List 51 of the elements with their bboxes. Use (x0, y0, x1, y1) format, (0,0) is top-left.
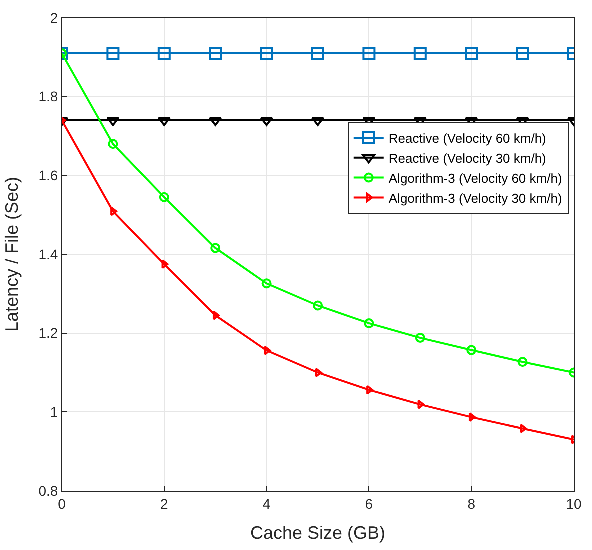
y-tick-label: 0.8 (38, 482, 58, 499)
point (162, 260, 169, 270)
point (315, 368, 322, 378)
x-tick-label: 4 (262, 496, 271, 512)
legend-label: Algorithm-3 (Velocity 60 km/h) (388, 170, 562, 186)
point (209, 117, 222, 126)
point (108, 139, 118, 150)
point (466, 345, 477, 356)
point (212, 310, 220, 320)
point (209, 46, 222, 60)
legend-label: Reactive (Velocity 60 km/h) (388, 131, 546, 146)
point (364, 318, 374, 328)
x-tick-label: 0 (58, 496, 66, 512)
y-tick-label: 1.4 (38, 246, 58, 262)
x-tick-label: 2 (160, 496, 168, 512)
point (520, 424, 528, 434)
x-tick-label: 6 (365, 496, 374, 512)
point (260, 46, 274, 60)
x-axis-title: Cache Size (GB) (250, 522, 386, 543)
point (210, 243, 221, 254)
point (518, 357, 528, 368)
point (158, 46, 171, 60)
point (159, 192, 170, 202)
point (264, 346, 272, 356)
point (362, 46, 376, 60)
point (414, 46, 427, 60)
point (465, 46, 478, 60)
legend-label: Reactive (Velocity 30 km/h) (388, 150, 546, 166)
y-tick-label: 1.8 (38, 88, 58, 105)
point (366, 385, 374, 395)
point (106, 46, 120, 60)
y-tick-label: 1.6 (38, 168, 58, 184)
point (313, 300, 323, 311)
point (312, 46, 324, 60)
y-axis-title: Latency / File (Sec) (2, 176, 22, 332)
point (468, 412, 476, 422)
point (262, 278, 272, 289)
point (312, 117, 324, 126)
point (110, 206, 118, 216)
y-tick-label: 2 (50, 10, 58, 26)
point (418, 400, 425, 410)
y-tick-label: 1 (50, 404, 58, 420)
point (158, 117, 171, 126)
y-tick-label: 1.2 (38, 325, 58, 342)
point (106, 117, 120, 126)
point (415, 333, 426, 344)
point (516, 46, 530, 60)
x-tick-label: 8 (468, 496, 476, 512)
point (260, 117, 274, 126)
legend-label: Algorithm-3 (Velocity 30 km/h) (388, 190, 562, 206)
x-tick-label: 10 (566, 496, 582, 512)
